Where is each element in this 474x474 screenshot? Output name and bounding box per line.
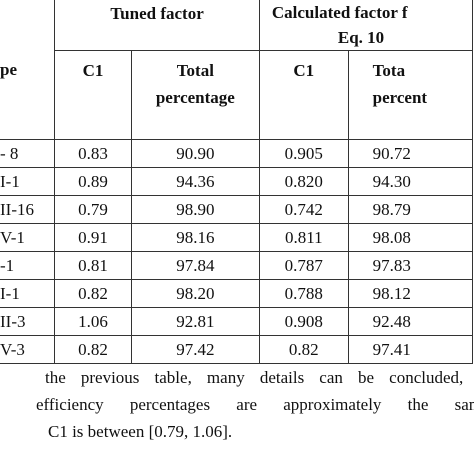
cell: 0.79 <box>54 195 132 224</box>
cell: I-1 <box>0 167 56 196</box>
cell: 97.84 <box>130 251 260 280</box>
cell: II-3 <box>0 307 56 336</box>
header-cell: Total percentage <box>130 50 260 140</box>
cell: 92.81 <box>130 307 260 336</box>
text-line: the previous table, many details can be … <box>45 368 474 387</box>
cell: 0.908 <box>258 307 349 336</box>
cell: 94.36 <box>130 167 260 196</box>
header-text: C1 <box>82 61 104 80</box>
cell: 1.06 <box>54 307 132 336</box>
row: I-1 0.89 94.36 0.820 94.30 <box>0 167 474 196</box>
cell: I-1 <box>0 279 56 308</box>
header-cell: C1 <box>54 50 132 140</box>
text-line: efficiency percentages are approximately… <box>36 395 474 414</box>
row: V-3 0.82 97.42 0.82 97.41 <box>0 335 474 364</box>
cell: 0.905 <box>258 139 349 168</box>
row: -1 0.81 97.84 0.787 97.83 <box>0 251 474 280</box>
cell: 97.42 <box>130 335 260 364</box>
cell: 0.788 <box>258 279 349 308</box>
cell: 0.81 <box>54 251 132 280</box>
header-cell: pe <box>0 0 56 140</box>
cell: 97.83 <box>347 251 474 280</box>
header-cell: Tota percent <box>347 50 474 140</box>
cell: 0.742 <box>258 195 349 224</box>
row: I-1 0.82 98.20 0.788 98.12 <box>0 279 474 308</box>
header-text: Eq. 10 <box>337 28 385 47</box>
cell: 98.12 <box>347 279 474 308</box>
cell: 0.82 <box>54 279 132 308</box>
cell: 0.787 <box>258 251 349 280</box>
cell: 98.79 <box>347 195 474 224</box>
header-text: C1 <box>293 61 315 80</box>
header-text: percent <box>372 88 428 107</box>
cell: II-16 <box>0 195 56 224</box>
cell: 0.82 <box>258 335 349 364</box>
row: - 8 0.83 90.90 0.905 90.72 <box>0 139 474 168</box>
cell: 97.41 <box>347 335 474 364</box>
cell: 94.30 <box>347 167 474 196</box>
cell: 98.90 <box>130 195 260 224</box>
header-cell: C1 <box>258 50 349 140</box>
row: V-1 0.91 98.16 0.811 98.08 <box>0 223 474 252</box>
cell: 98.20 <box>130 279 260 308</box>
cell: 0.89 <box>54 167 132 196</box>
cell: 0.83 <box>54 139 132 168</box>
cell: 98.08 <box>347 223 474 252</box>
header-text: percentage <box>155 88 235 107</box>
text-line: C1 is between [0.79, 1.06]. <box>48 422 233 441</box>
cell: V-1 <box>0 223 56 252</box>
cell: 0.82 <box>54 335 132 364</box>
cell: - 8 <box>0 139 56 168</box>
header-cell: Calculated factor f Eq. 10 <box>258 0 474 51</box>
header-text: Tota <box>372 61 406 80</box>
cell: 90.90 <box>130 139 260 168</box>
cell: 92.48 <box>347 307 474 336</box>
cell: -1 <box>0 251 56 280</box>
cell: 0.91 <box>54 223 132 252</box>
row: II-3 1.06 92.81 0.908 92.48 <box>0 307 474 336</box>
header-cell: Tuned factor <box>54 0 260 51</box>
table: pe Tuned factor Calculated factor f Eq. 1… <box>0 0 474 364</box>
cell: V-3 <box>0 335 56 364</box>
cell: 98.16 <box>130 223 260 252</box>
header-text: Calculated factor f <box>271 3 408 22</box>
row: II-16 0.79 98.90 0.742 98.79 <box>0 195 474 224</box>
header-text: Total <box>176 61 214 80</box>
cell: 0.820 <box>258 167 349 196</box>
cell: 90.72 <box>347 139 474 168</box>
cell: 0.811 <box>258 223 349 252</box>
